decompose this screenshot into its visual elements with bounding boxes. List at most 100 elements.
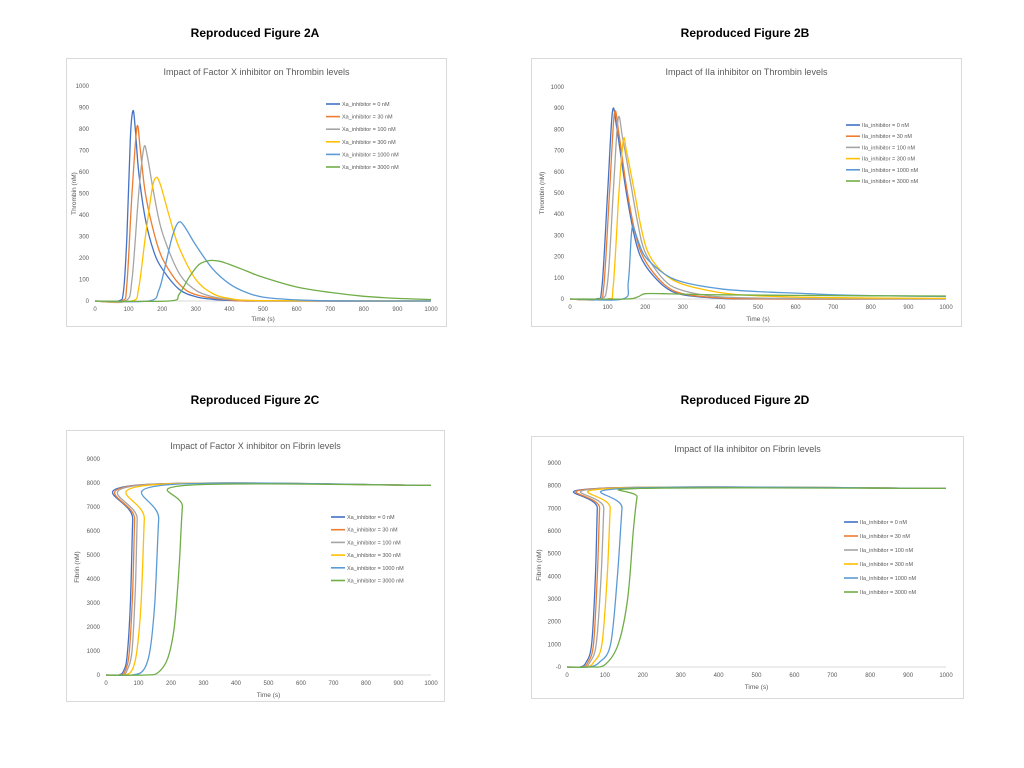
x-tick-label: 800 xyxy=(359,307,370,313)
y-tick-label: 400 xyxy=(554,212,565,218)
y-tick-label: 200 xyxy=(79,256,90,262)
legend-label: IIa_inhibitor = 1000 nM xyxy=(860,576,917,582)
legend-label: IIa_inhibitor = 100 nM xyxy=(862,145,915,151)
y-tick-label: 2000 xyxy=(548,620,562,626)
y-tick-label: 500 xyxy=(79,192,90,198)
x-tick-label: 700 xyxy=(328,681,339,687)
x-tick-label: 0 xyxy=(104,681,108,687)
chart-factor-x-fibrin: Impact of Factor X inhibitor on Fibrin l… xyxy=(66,430,445,702)
chart-factor-x-thrombin: Impact of Factor X inhibitor on Thrombin… xyxy=(66,58,447,327)
x-tick-label: 600 xyxy=(296,681,307,687)
legend-label: IIa_inhibitor = 1000 nM xyxy=(862,168,919,174)
y-tick-label: 8000 xyxy=(548,484,562,490)
x-tick-label: 1000 xyxy=(424,307,438,313)
y-tick-label: 9000 xyxy=(548,461,562,467)
x-tick-label: 400 xyxy=(714,673,725,679)
x-axis-title: Time (s) xyxy=(251,316,275,323)
x-tick-label: 1000 xyxy=(939,305,953,311)
x-tick-label: 900 xyxy=(903,673,914,679)
x-tick-label: 900 xyxy=(393,681,404,687)
y-tick-label: 0 xyxy=(561,297,565,303)
y-tick-label: 0 xyxy=(86,299,90,305)
chart-title: Impact of IIa inhibitor on Thrombin leve… xyxy=(666,67,828,77)
x-tick-label: 900 xyxy=(903,305,914,311)
figure-2a-heading: Reproduced Figure 2A xyxy=(190,26,320,40)
x-tick-label: 500 xyxy=(263,681,274,687)
x-axis-title: Time (s) xyxy=(745,684,769,691)
legend-label: IIa_inhibitor = 0 nM xyxy=(862,123,909,129)
series-line xyxy=(569,137,947,301)
y-axis-title: Fibrin (nM) xyxy=(536,549,543,580)
legend-label: Xa_inhibitor = 3000 nM xyxy=(347,579,404,585)
x-tick-label: 600 xyxy=(292,307,303,313)
y-tick-label: 600 xyxy=(79,170,90,176)
x-tick-label: 100 xyxy=(603,305,614,311)
legend-label: Xa_inhibitor = 0 nM xyxy=(342,102,390,108)
x-tick-label: 0 xyxy=(565,673,569,679)
series-line xyxy=(94,145,432,304)
legend-label: IIa_inhibitor = 100 nM xyxy=(860,548,913,554)
series-line xyxy=(569,116,947,301)
series-line xyxy=(105,482,432,677)
y-tick-label: 700 xyxy=(79,149,90,155)
x-tick-label: 1000 xyxy=(424,681,438,687)
series-line xyxy=(94,109,432,303)
y-tick-label: 200 xyxy=(554,255,565,261)
y-axis-title: Fibrin (nM) xyxy=(74,551,81,582)
legend-label: IIa_inhibitor = 300 nM xyxy=(860,562,913,568)
y-tick-label: 1000 xyxy=(87,649,101,655)
y-tick-label: 7000 xyxy=(548,506,562,512)
legend-label: Xa_inhibitor = 1000 nM xyxy=(347,566,404,572)
x-tick-label: 500 xyxy=(258,307,269,313)
y-tick-label: 300 xyxy=(554,233,565,239)
legend-label: IIa_inhibitor = 300 nM xyxy=(862,157,915,163)
x-tick-label: 700 xyxy=(827,673,838,679)
y-tick-label: 9000 xyxy=(87,457,101,463)
y-tick-label: 8000 xyxy=(87,481,101,487)
series-line xyxy=(566,487,947,668)
x-axis-title: Time (s) xyxy=(746,316,770,323)
y-tick-label: 4000 xyxy=(548,574,562,580)
chart-title: Impact of Factor X inhibitor on Fibrin l… xyxy=(170,441,341,451)
x-tick-label: 100 xyxy=(124,307,135,313)
y-tick-label: 700 xyxy=(554,149,565,155)
legend-label: Xa_inhibitor = 1000 nM xyxy=(342,152,399,158)
x-tick-label: 900 xyxy=(392,307,403,313)
y-tick-label: 900 xyxy=(79,106,90,112)
y-tick-label: 800 xyxy=(79,127,90,133)
legend-label: Xa_inhibitor = 30 nM xyxy=(342,115,393,121)
x-tick-label: 0 xyxy=(568,305,572,311)
y-tick-label: 1000 xyxy=(548,642,562,648)
y-tick-label: 100 xyxy=(79,278,90,284)
x-tick-label: 800 xyxy=(865,673,876,679)
y-tick-label: 1000 xyxy=(76,84,90,90)
series-line xyxy=(105,483,432,676)
x-tick-label: 100 xyxy=(600,673,611,679)
figure-2d-heading: Reproduced Figure 2D xyxy=(680,393,810,407)
chart-title: Impact of IIa inhibitor on Fibrin levels xyxy=(674,444,821,454)
y-tick-label: 500 xyxy=(554,191,565,197)
legend-label: IIa_inhibitor = 3000 nM xyxy=(862,179,919,185)
series-line xyxy=(94,176,432,303)
x-tick-label: 300 xyxy=(678,305,689,311)
legend-label: IIa_inhibitor = 30 nM xyxy=(862,134,912,140)
series-line xyxy=(566,486,947,668)
chart-svg: Impact of IIa inhibitor on Thrombin leve… xyxy=(539,67,953,323)
figure-2b-heading: Reproduced Figure 2B xyxy=(680,26,810,40)
chart-title: Impact of Factor X inhibitor on Thrombin… xyxy=(164,67,350,77)
y-tick-label: 2000 xyxy=(87,625,101,631)
y-tick-label: 7000 xyxy=(87,505,101,511)
legend-label: Xa_inhibitor = 300 nM xyxy=(347,553,401,559)
legend-label: IIa_inhibitor = 0 nM xyxy=(860,520,907,526)
y-tick-label: 5000 xyxy=(87,553,101,559)
series-line xyxy=(94,259,432,303)
chart-svg: Impact of IIa inhibitor on Fibrin levels… xyxy=(536,444,953,691)
x-tick-label: 200 xyxy=(166,681,177,687)
chart-iia-thrombin: Impact of IIa inhibitor on Thrombin leve… xyxy=(531,58,962,327)
y-tick-label: -0 xyxy=(556,665,562,671)
y-tick-label: 400 xyxy=(79,213,90,219)
legend-label: Xa_inhibitor = 0 nM xyxy=(347,515,395,521)
legend-label: IIa_inhibitor = 30 nM xyxy=(860,534,910,540)
legend-label: Xa_inhibitor = 100 nM xyxy=(342,127,396,133)
figure-2c-heading: Reproduced Figure 2C xyxy=(190,393,320,407)
